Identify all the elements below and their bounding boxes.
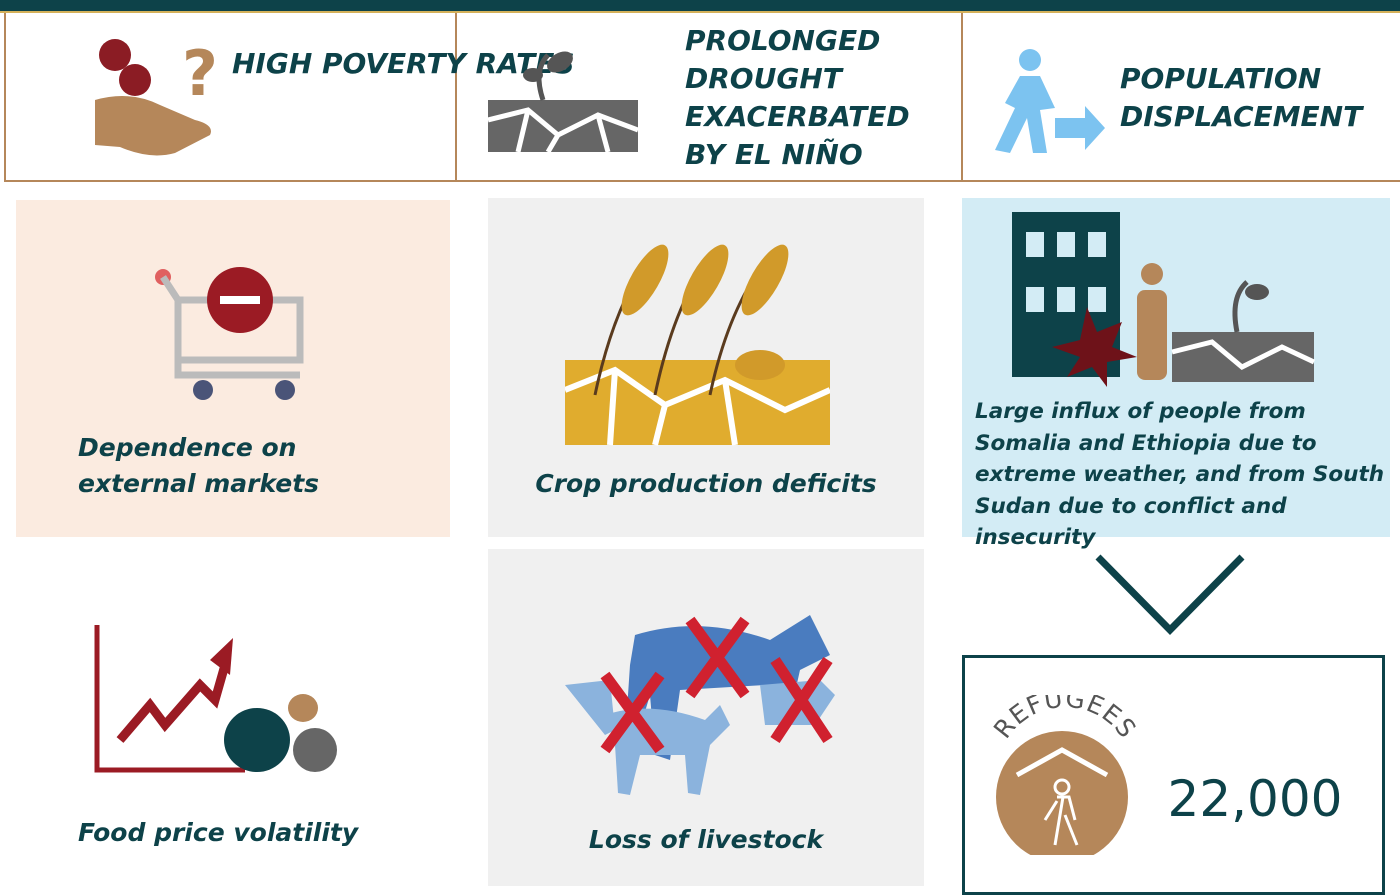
cart-icon xyxy=(150,260,310,405)
refugee-badge: REFUGEES xyxy=(985,695,1145,855)
svg-text:?: ? xyxy=(182,37,218,110)
card-label: Large influx of people from Somalia and … xyxy=(975,396,1385,554)
card-label: Crop production deficits xyxy=(488,466,924,502)
displacement-scene xyxy=(1012,212,1317,387)
chevron xyxy=(1090,552,1250,642)
crop-icon xyxy=(565,240,830,450)
divider xyxy=(455,13,457,182)
livestock-icon xyxy=(560,595,850,805)
price-icon xyxy=(85,620,345,780)
header-title: PROLONGED DROUGHT EXACERBATED BY EL NIÑO xyxy=(685,22,945,174)
divider xyxy=(961,13,963,182)
displacement-icon xyxy=(985,48,1105,158)
page: ? HIGH POVERTY RATES PROLONGED DROUGHT E… xyxy=(0,0,1400,886)
header-title: POPULATION DISPLACEMENT xyxy=(1120,60,1380,136)
drought-icon xyxy=(488,40,638,155)
card-label: Loss of livestock xyxy=(488,822,924,858)
refugee-count: 22,000 xyxy=(1150,770,1360,828)
top-bar xyxy=(0,0,1400,13)
card-label: Food price volatility xyxy=(78,815,438,851)
poverty-icon: ? xyxy=(90,35,220,160)
card-label: Dependence on external markets xyxy=(78,430,418,502)
